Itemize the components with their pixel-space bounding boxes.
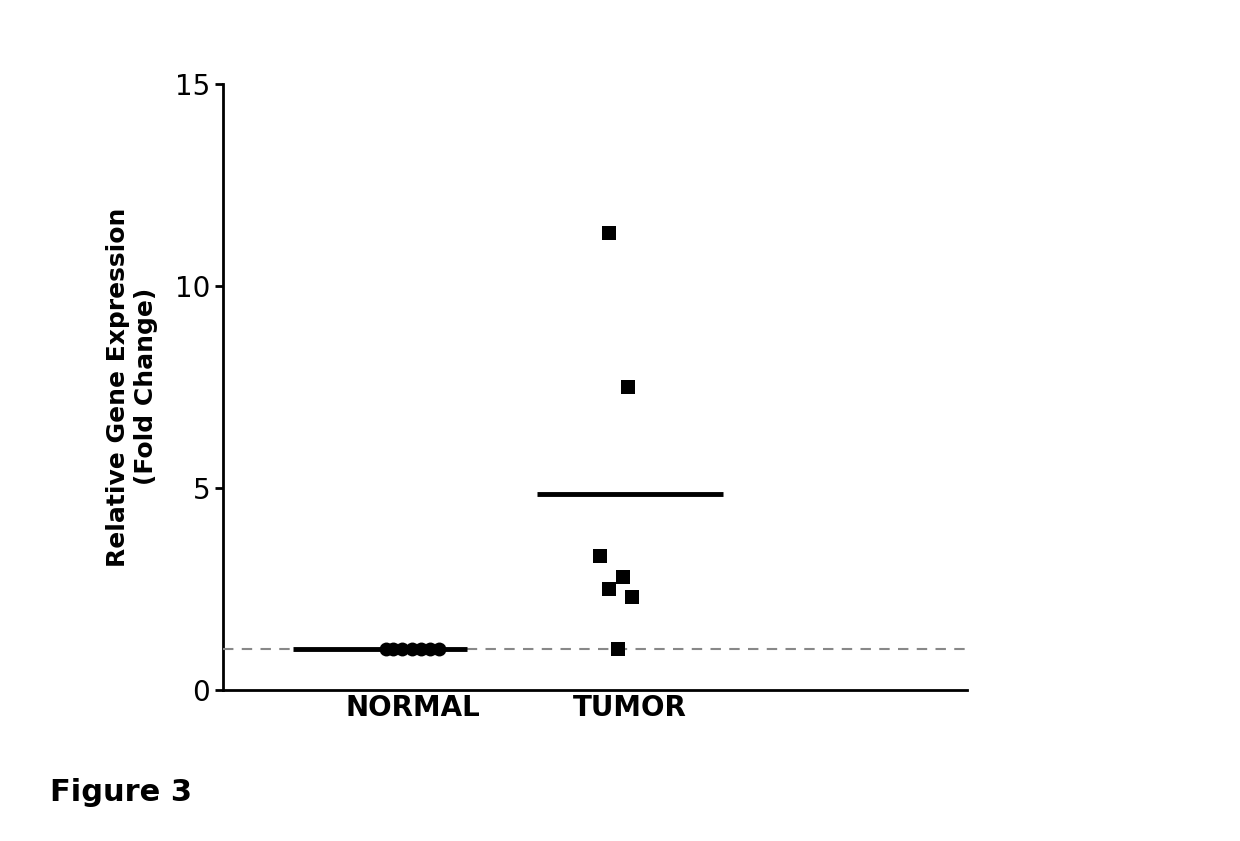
Point xyxy=(590,550,610,563)
Point xyxy=(609,643,629,656)
Point xyxy=(410,643,430,656)
Point xyxy=(429,643,449,656)
Point xyxy=(383,643,403,656)
Point xyxy=(599,582,619,595)
Point xyxy=(376,643,396,656)
Point xyxy=(420,643,440,656)
Text: Figure 3: Figure 3 xyxy=(50,779,192,807)
Y-axis label: Relative Gene Expression
(Fold Change): Relative Gene Expression (Fold Change) xyxy=(107,207,157,567)
Point xyxy=(599,227,619,241)
Point xyxy=(392,643,412,656)
Point xyxy=(622,590,642,604)
Point xyxy=(618,380,637,394)
Point xyxy=(402,643,422,656)
Point xyxy=(613,570,632,584)
